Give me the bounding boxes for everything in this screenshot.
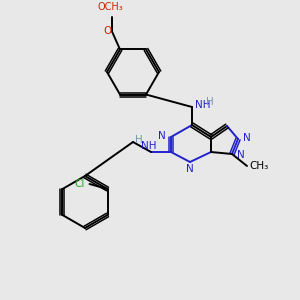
Text: N: N <box>237 150 245 160</box>
Text: N: N <box>186 164 194 174</box>
Text: Cl: Cl <box>74 179 85 189</box>
Text: N: N <box>158 131 166 141</box>
Text: CH₃: CH₃ <box>249 161 268 171</box>
Text: H: H <box>135 135 143 145</box>
Text: O: O <box>104 26 112 37</box>
Text: NH: NH <box>195 100 211 110</box>
Text: H: H <box>206 97 214 107</box>
Text: N: N <box>243 133 251 143</box>
Text: OCH₃: OCH₃ <box>97 2 123 13</box>
Text: NH: NH <box>141 141 157 151</box>
